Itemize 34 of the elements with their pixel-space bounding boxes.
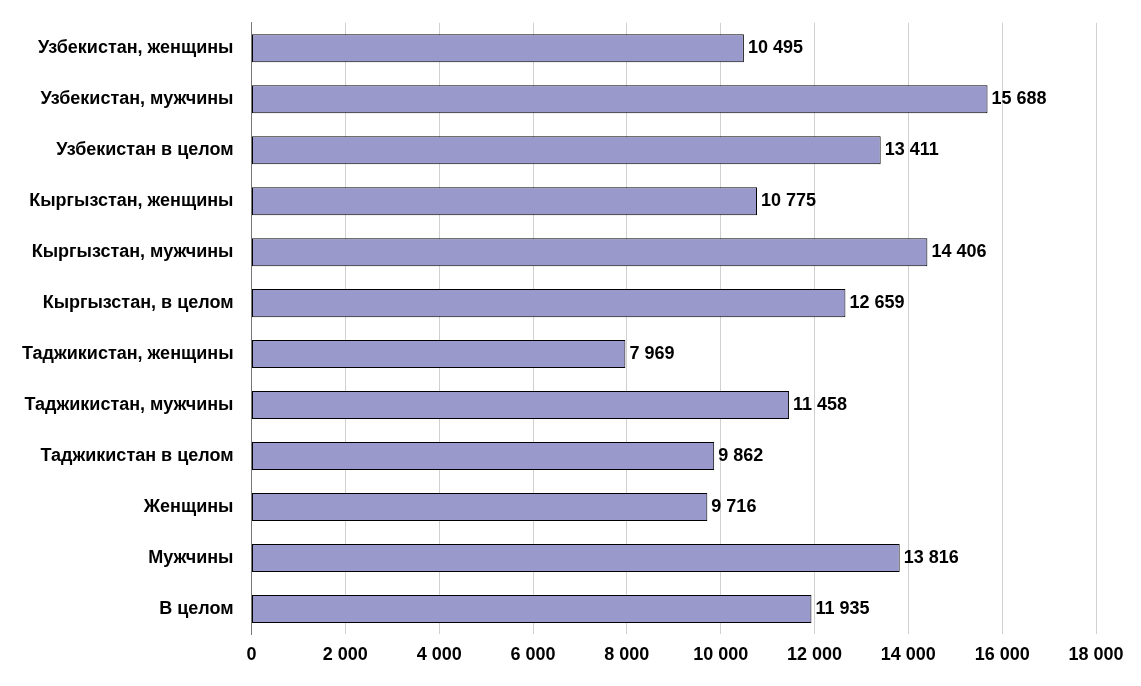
- x-tick-label: 12 000: [786, 644, 843, 665]
- x-tick-label: 0: [246, 644, 257, 665]
- data-label: 9 862: [718, 444, 764, 465]
- data-label: 13 816: [903, 546, 959, 567]
- data-label: 11 935: [815, 597, 870, 618]
- y-tick-label: Мужчины: [148, 546, 234, 567]
- data-label: 15 688: [991, 88, 1047, 109]
- x-tick-label: 16 000: [974, 644, 1030, 665]
- data-label: 12 659: [849, 292, 905, 313]
- data-label: 10 775: [761, 190, 817, 211]
- y-tick-label: Узбекистан, мужчины: [40, 88, 234, 109]
- y-tick-label: Таджикистан, мужчины: [24, 394, 234, 415]
- data-label: 13 411: [884, 139, 939, 160]
- y-tick-label: Таджикистан, женщины: [22, 343, 234, 364]
- y-tick-label: Кыргызстан, женщины: [29, 190, 234, 211]
- x-tick-label: 4 000: [416, 644, 462, 665]
- data-label: 9 716: [711, 495, 757, 516]
- data-label: 11 458: [793, 394, 848, 415]
- x-tick-label: 14 000: [880, 644, 936, 665]
- y-tick-label: Узбекистан в целом: [56, 139, 234, 160]
- x-tick-label: 6 000: [510, 644, 556, 665]
- x-tick-label: 2 000: [322, 644, 368, 665]
- data-label: 14 406: [931, 241, 987, 262]
- data-label: 7 969: [629, 343, 675, 364]
- y-tick-label: В целом: [159, 597, 234, 618]
- y-tick-label: Таджикистан в целом: [40, 444, 234, 465]
- x-tick-label: 18 000: [1068, 644, 1124, 665]
- y-tick-label: Кыргызстан, в целом: [42, 292, 234, 313]
- y-tick-label: Узбекистан, женщины: [37, 37, 234, 58]
- y-tick-label: Женщины: [142, 495, 234, 516]
- data-label: 10 495: [747, 37, 803, 58]
- x-tick-label: 10 000: [693, 644, 749, 665]
- x-tick-label: 8 000: [604, 644, 650, 665]
- y-tick-label: Кыргызстан, мужчины: [31, 241, 234, 262]
